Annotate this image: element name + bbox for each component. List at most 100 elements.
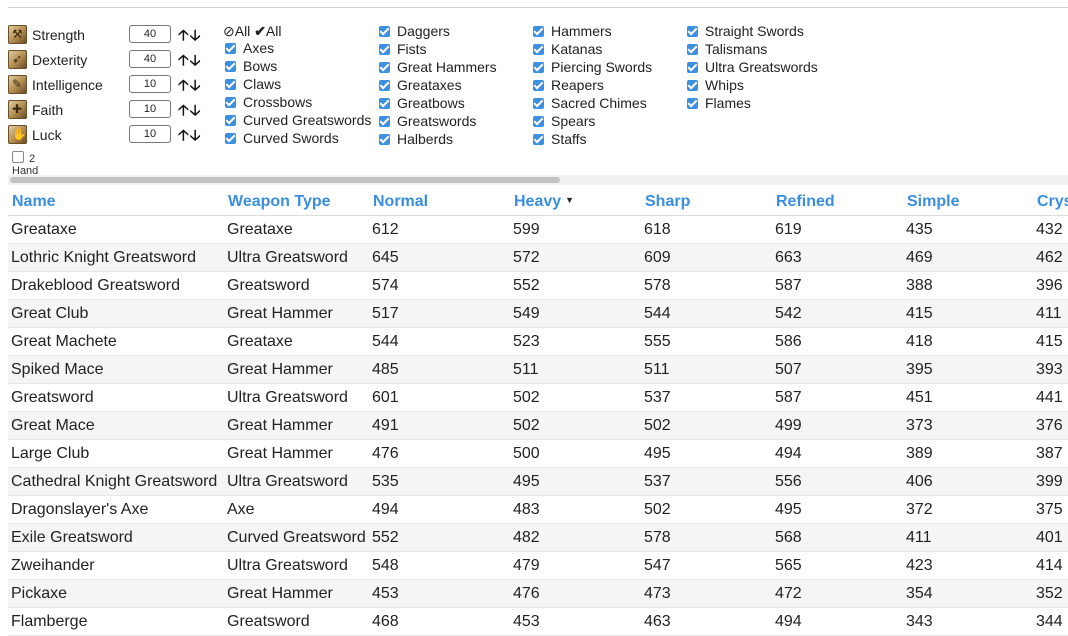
filter-checkbox[interactable] bbox=[533, 26, 544, 37]
filter-label: Katanas bbox=[551, 41, 603, 57]
filter-item[interactable]: Talismans bbox=[687, 40, 818, 58]
dexterity-input[interactable] bbox=[129, 50, 171, 68]
table-row[interactable]: Drakeblood Greatsword Greatsword 574 552 578… bbox=[8, 271, 1068, 300]
filter-item[interactable]: Great Hammers bbox=[379, 58, 497, 76]
table-row[interactable]: Greatsword Ultra Greatsword 601 502 537 587 45… bbox=[8, 383, 1068, 412]
filter-item[interactable]: Greataxes bbox=[379, 76, 497, 94]
filter-item[interactable]: Katanas bbox=[533, 40, 652, 58]
table-cell: 415 bbox=[1033, 327, 1068, 356]
table-row[interactable]: Pickaxe Great Hammer 453 476 473 472 354 352 bbox=[8, 579, 1068, 608]
filter-item[interactable]: Bows bbox=[225, 57, 371, 75]
filter-checkbox[interactable] bbox=[687, 80, 698, 91]
table-row[interactable]: Zweihander Ultra Greatsword 548 479 547 565 42… bbox=[8, 551, 1068, 580]
table-row[interactable]: Greataxe Greataxe 612 599 618 619 435 432 bbox=[8, 215, 1068, 244]
table-cell: 441 bbox=[1033, 383, 1068, 412]
filter-checkbox[interactable] bbox=[533, 62, 544, 73]
filter-checkbox[interactable] bbox=[533, 116, 544, 127]
table-cell: Spiked Mace bbox=[8, 355, 224, 384]
filter-item[interactable]: Staffs bbox=[533, 130, 652, 148]
filter-item[interactable]: Whips bbox=[687, 76, 818, 94]
luck-sort-arrows[interactable]: 🡡🡣 bbox=[178, 127, 202, 144]
filter-checkbox[interactable] bbox=[225, 61, 236, 72]
table-row[interactable]: Cathedral Knight Greatsword Ultra Greatsw… bbox=[8, 467, 1068, 496]
column-header-normal[interactable]: Normal bbox=[369, 188, 510, 216]
filter-item[interactable]: Piercing Swords bbox=[533, 58, 652, 76]
filter-checkbox[interactable] bbox=[533, 80, 544, 91]
scrollbar-thumb[interactable] bbox=[10, 177, 560, 183]
filter-item[interactable]: Axes bbox=[225, 39, 371, 57]
filter-item[interactable]: Straight Swords bbox=[687, 22, 818, 40]
table-row[interactable]: Spiked Mace Great Hammer 485 511 511 507 395 39… bbox=[8, 355, 1068, 384]
column-header-name[interactable]: Name bbox=[8, 188, 224, 216]
filter-checkbox[interactable] bbox=[533, 44, 544, 55]
table-row[interactable]: Exile Greatsword Curved Greatsword 552 482 5… bbox=[8, 523, 1068, 552]
filter-item[interactable]: Halberds bbox=[379, 130, 497, 148]
filter-checkbox[interactable] bbox=[687, 98, 698, 109]
column-header-crystal[interactable]: Crys bbox=[1033, 188, 1068, 216]
column-header-weapon-type[interactable]: Weapon Type bbox=[224, 188, 369, 216]
filter-item[interactable]: Greatbows bbox=[379, 94, 497, 112]
filter-item[interactable]: Daggers bbox=[379, 22, 497, 40]
filter-item[interactable]: Curved Greatswords bbox=[225, 111, 371, 129]
filter-item[interactable]: Reapers bbox=[533, 76, 652, 94]
filter-checkbox[interactable] bbox=[533, 98, 544, 109]
filter-checkbox[interactable] bbox=[379, 80, 390, 91]
filter-checkbox[interactable] bbox=[379, 26, 390, 37]
column-header-heavy[interactable]: Heavy ▼ bbox=[510, 188, 641, 216]
table-row[interactable]: Dragonslayer's Axe Axe 494 483 502 495 372 375 bbox=[8, 495, 1068, 524]
stat-label: Luck bbox=[32, 127, 62, 143]
filter-checkbox[interactable] bbox=[379, 116, 390, 127]
filter-checkbox[interactable] bbox=[225, 79, 236, 90]
luck-input[interactable] bbox=[129, 125, 171, 143]
select-all-button[interactable]: ✔All bbox=[254, 23, 281, 39]
sort-desc-icon: ▼ bbox=[565, 194, 575, 205]
filter-checkbox[interactable] bbox=[379, 44, 390, 55]
intelligence-sort-arrows[interactable]: 🡡🡣 bbox=[178, 77, 202, 94]
faith-sort-arrows[interactable]: 🡡🡣 bbox=[178, 102, 202, 119]
filter-item[interactable]: Greatswords bbox=[379, 112, 497, 130]
table-row[interactable]: Great Club Great Hammer 517 549 544 542 415 411 bbox=[8, 299, 1068, 328]
two-hand-checkbox[interactable] bbox=[12, 151, 24, 163]
filter-checkbox[interactable] bbox=[687, 26, 698, 37]
column-header-sharp[interactable]: Sharp bbox=[641, 188, 772, 216]
column-header-refined[interactable]: Refined bbox=[772, 188, 903, 216]
table-row[interactable]: Large Club Great Hammer 476 500 495 494 389 387 bbox=[8, 439, 1068, 468]
filter-checkbox[interactable] bbox=[379, 134, 390, 145]
filter-checkbox[interactable] bbox=[379, 98, 390, 109]
column-header-simple[interactable]: Simple bbox=[903, 188, 1033, 216]
filter-checkbox[interactable] bbox=[225, 115, 236, 126]
deselect-all-button[interactable]: ⊘All bbox=[223, 23, 250, 39]
faith-input[interactable] bbox=[129, 100, 171, 118]
filter-item[interactable]: Claws bbox=[225, 75, 371, 93]
filter-checkbox[interactable] bbox=[225, 133, 236, 144]
two-hand-toggle[interactable]: 2 Hand bbox=[12, 151, 38, 177]
strength-sort-arrows[interactable]: 🡡🡣 bbox=[178, 27, 202, 44]
filter-item[interactable]: Spears bbox=[533, 112, 652, 130]
filter-checkbox[interactable] bbox=[225, 97, 236, 108]
filter-checkbox[interactable] bbox=[533, 134, 544, 145]
table-cell: 491 bbox=[369, 411, 510, 440]
horizontal-scrollbar[interactable] bbox=[8, 175, 1068, 185]
table-cell: 415 bbox=[903, 299, 1033, 328]
strength-input[interactable] bbox=[129, 25, 171, 43]
dexterity-sort-arrows[interactable]: 🡡🡣 bbox=[178, 52, 202, 69]
intelligence-input[interactable] bbox=[129, 75, 171, 93]
table-row[interactable]: Lothric Knight Greatsword Ultra Greatswor… bbox=[8, 243, 1068, 272]
filter-item[interactable]: Fists bbox=[379, 40, 497, 58]
filter-item[interactable]: Hammers bbox=[533, 22, 652, 40]
filter-item[interactable]: Flames bbox=[687, 94, 818, 112]
table-cell: 495 bbox=[772, 495, 903, 524]
filter-checkbox[interactable] bbox=[687, 62, 698, 73]
filter-item[interactable]: Curved Swords bbox=[225, 129, 371, 147]
filter-item[interactable]: Ultra Greatswords bbox=[687, 58, 818, 76]
table-cell: 547 bbox=[641, 551, 772, 580]
filter-checkbox[interactable] bbox=[225, 43, 236, 54]
stat-label: Intelligence bbox=[32, 77, 103, 93]
filter-item[interactable]: Crossbows bbox=[225, 93, 371, 111]
filter-checkbox[interactable] bbox=[687, 44, 698, 55]
filter-label: Ultra Greatswords bbox=[705, 59, 818, 75]
filter-checkbox[interactable] bbox=[379, 62, 390, 73]
filter-item[interactable]: Sacred Chimes bbox=[533, 94, 652, 112]
table-row[interactable]: Great Machete Greataxe 544 523 555 586 418 415 bbox=[8, 327, 1068, 356]
table-row[interactable]: Great Mace Great Hammer 491 502 502 499 373 376 bbox=[8, 411, 1068, 440]
